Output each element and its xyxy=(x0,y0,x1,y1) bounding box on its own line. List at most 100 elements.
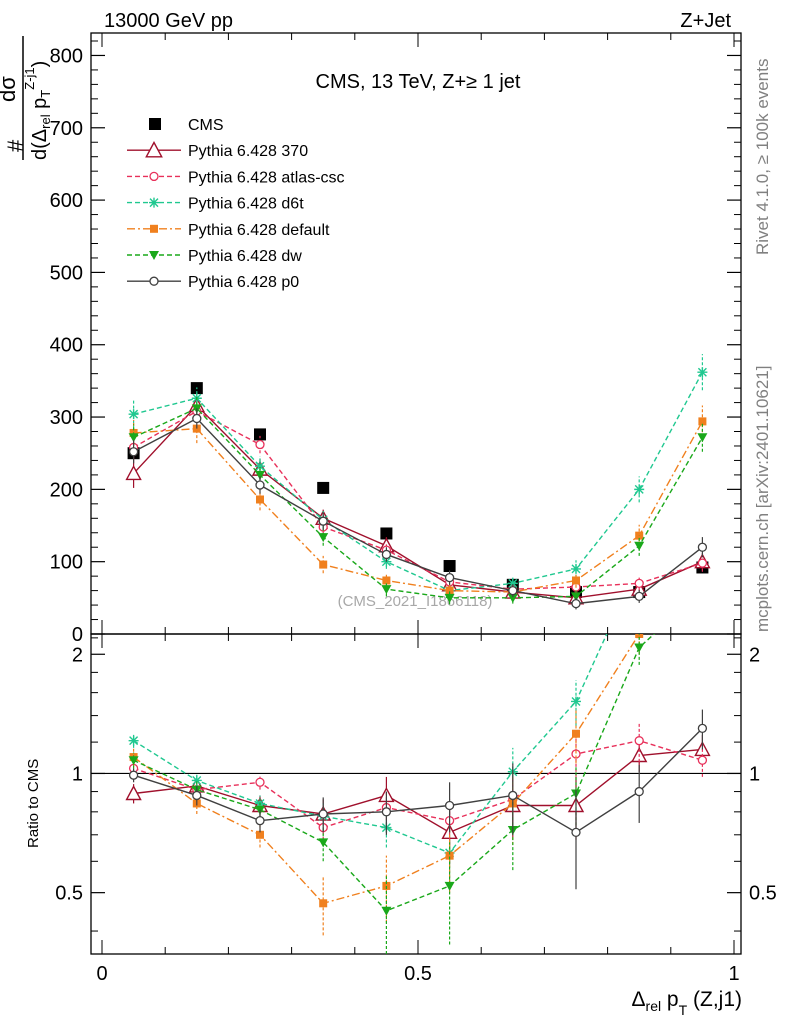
ratio-series-line xyxy=(133,739,703,829)
legend-entry: Pythia 6.428 d6t xyxy=(127,196,304,213)
ratio-series-line xyxy=(133,727,703,834)
main-point xyxy=(507,593,518,603)
ratio-series-pythia-6-428-d6t xyxy=(128,558,644,883)
ratio-point xyxy=(318,838,329,848)
ratio-point xyxy=(255,816,265,826)
ratio-point xyxy=(318,809,328,819)
ratio-point xyxy=(128,770,139,780)
main-point xyxy=(444,593,455,603)
main-point xyxy=(128,447,139,457)
ratio-series-pythia-6-428-atlas-csc xyxy=(128,721,708,845)
main-point xyxy=(128,433,139,443)
legend-marker xyxy=(149,118,161,130)
legend-label: Pythia 6.428 d6t xyxy=(188,196,304,213)
legend: CMS Pythia 6.428 370 Pythia 6.428 atlas-cs… xyxy=(127,117,345,291)
main-y-tick-label: 100 xyxy=(50,552,83,574)
chart-title: CMS, 13 TeV, Z+≥ 1 jet xyxy=(316,71,521,93)
header-right-title: Z+Jet xyxy=(680,10,731,32)
main-point xyxy=(256,495,264,504)
analysis-watermark: (CMS_2021_I1866118) xyxy=(338,593,493,610)
main-point xyxy=(380,527,393,540)
ratio-point xyxy=(256,830,264,839)
main-point xyxy=(254,428,266,441)
main-y-tick-label: 600 xyxy=(50,190,83,212)
main-series-line xyxy=(133,417,703,605)
main-point xyxy=(697,542,708,552)
ratio-point xyxy=(634,786,644,797)
legend-marker xyxy=(150,224,158,233)
legend-entry: Pythia 6.428 dw xyxy=(127,248,302,265)
main-point xyxy=(255,461,265,472)
main-series-line xyxy=(133,407,704,599)
main-series-pythia-6-428-370 xyxy=(125,394,711,605)
main-point xyxy=(444,572,455,583)
x-tick-label: 0 xyxy=(96,963,107,985)
ratio-series-pythia-6-428-370 xyxy=(125,735,711,865)
legend-entry: Pythia 6.428 370 xyxy=(127,141,308,160)
main-point xyxy=(443,560,456,573)
ratio-panel-frame xyxy=(90,633,742,955)
ratio-point xyxy=(634,736,644,746)
main-point xyxy=(571,563,581,574)
ratio-y-tick-label-right: 1 xyxy=(749,763,760,785)
legend-marker xyxy=(149,171,159,182)
legend-marker xyxy=(149,276,159,286)
main-point xyxy=(508,585,518,596)
main-point xyxy=(125,464,142,481)
legend-label: Pythia 6.428 370 xyxy=(188,143,308,160)
ratio-y-tick-label: 0.5 xyxy=(55,883,83,905)
main-y-tick-label: 0 xyxy=(72,624,83,646)
ratio-point xyxy=(444,800,455,811)
ratio-point xyxy=(191,775,202,786)
legend-label: Pythia 6.428 default xyxy=(188,222,330,239)
main-point xyxy=(571,598,581,609)
main-y-tick-label: 200 xyxy=(50,479,83,501)
main-point xyxy=(192,413,202,424)
ratio-point xyxy=(634,558,644,568)
ratio-point xyxy=(381,906,392,916)
y-label-denominator: d(Δrel pTZ-j1) xyxy=(22,61,53,160)
ratio-point xyxy=(319,899,328,908)
main-series-line xyxy=(133,410,703,590)
ratio-series-group xyxy=(125,558,711,954)
main-series-line xyxy=(133,371,704,592)
ratio-axes: 0.5 0.5 1 1 2 2 0 0.5 1 xyxy=(55,634,777,985)
ratio-point xyxy=(697,586,707,595)
main-series-pythia-6-428-dw xyxy=(128,396,708,605)
ratio-point xyxy=(697,723,708,733)
main-point xyxy=(382,576,391,585)
main-point xyxy=(318,533,329,543)
main-point xyxy=(128,409,139,420)
main-point xyxy=(571,592,581,602)
ratio-y-axis-label: Ratio to CMS xyxy=(25,759,42,848)
main-series-group xyxy=(125,354,711,610)
ratio-point xyxy=(445,851,454,860)
header-left-title: 13000 GeV pp xyxy=(104,10,233,32)
ratio-series-line xyxy=(133,634,608,854)
ratio-point xyxy=(381,807,392,817)
x-axis-label: Δrel pT (Z,j1) xyxy=(632,988,743,1018)
ratio-point xyxy=(128,735,139,746)
legend-entry: Pythia 6.428 atlas-csc xyxy=(127,169,345,186)
main-series-line xyxy=(133,421,704,593)
ratio-point xyxy=(571,696,581,707)
legend-marker xyxy=(149,197,159,208)
main-point xyxy=(634,541,645,551)
legend-label: CMS xyxy=(188,117,224,134)
legend-marker xyxy=(145,141,163,158)
ratio-point xyxy=(634,643,645,653)
main-point xyxy=(697,367,708,378)
main-point xyxy=(319,560,328,569)
main-y-tick-label: 500 xyxy=(50,262,83,284)
ratio-y-tick-label-right: 0.5 xyxy=(749,883,777,905)
main-point xyxy=(634,484,645,495)
legend-entry: CMS xyxy=(149,117,224,134)
ratio-point xyxy=(255,777,265,787)
main-point xyxy=(317,481,330,494)
legend-label: Pythia 6.428 atlas-csc xyxy=(188,169,345,186)
y-label-hash: # xyxy=(3,139,28,152)
main-point xyxy=(255,439,265,450)
main-point xyxy=(572,576,580,585)
ratio-point xyxy=(697,755,708,765)
ratio-y-tick-label-right: 2 xyxy=(749,644,760,666)
